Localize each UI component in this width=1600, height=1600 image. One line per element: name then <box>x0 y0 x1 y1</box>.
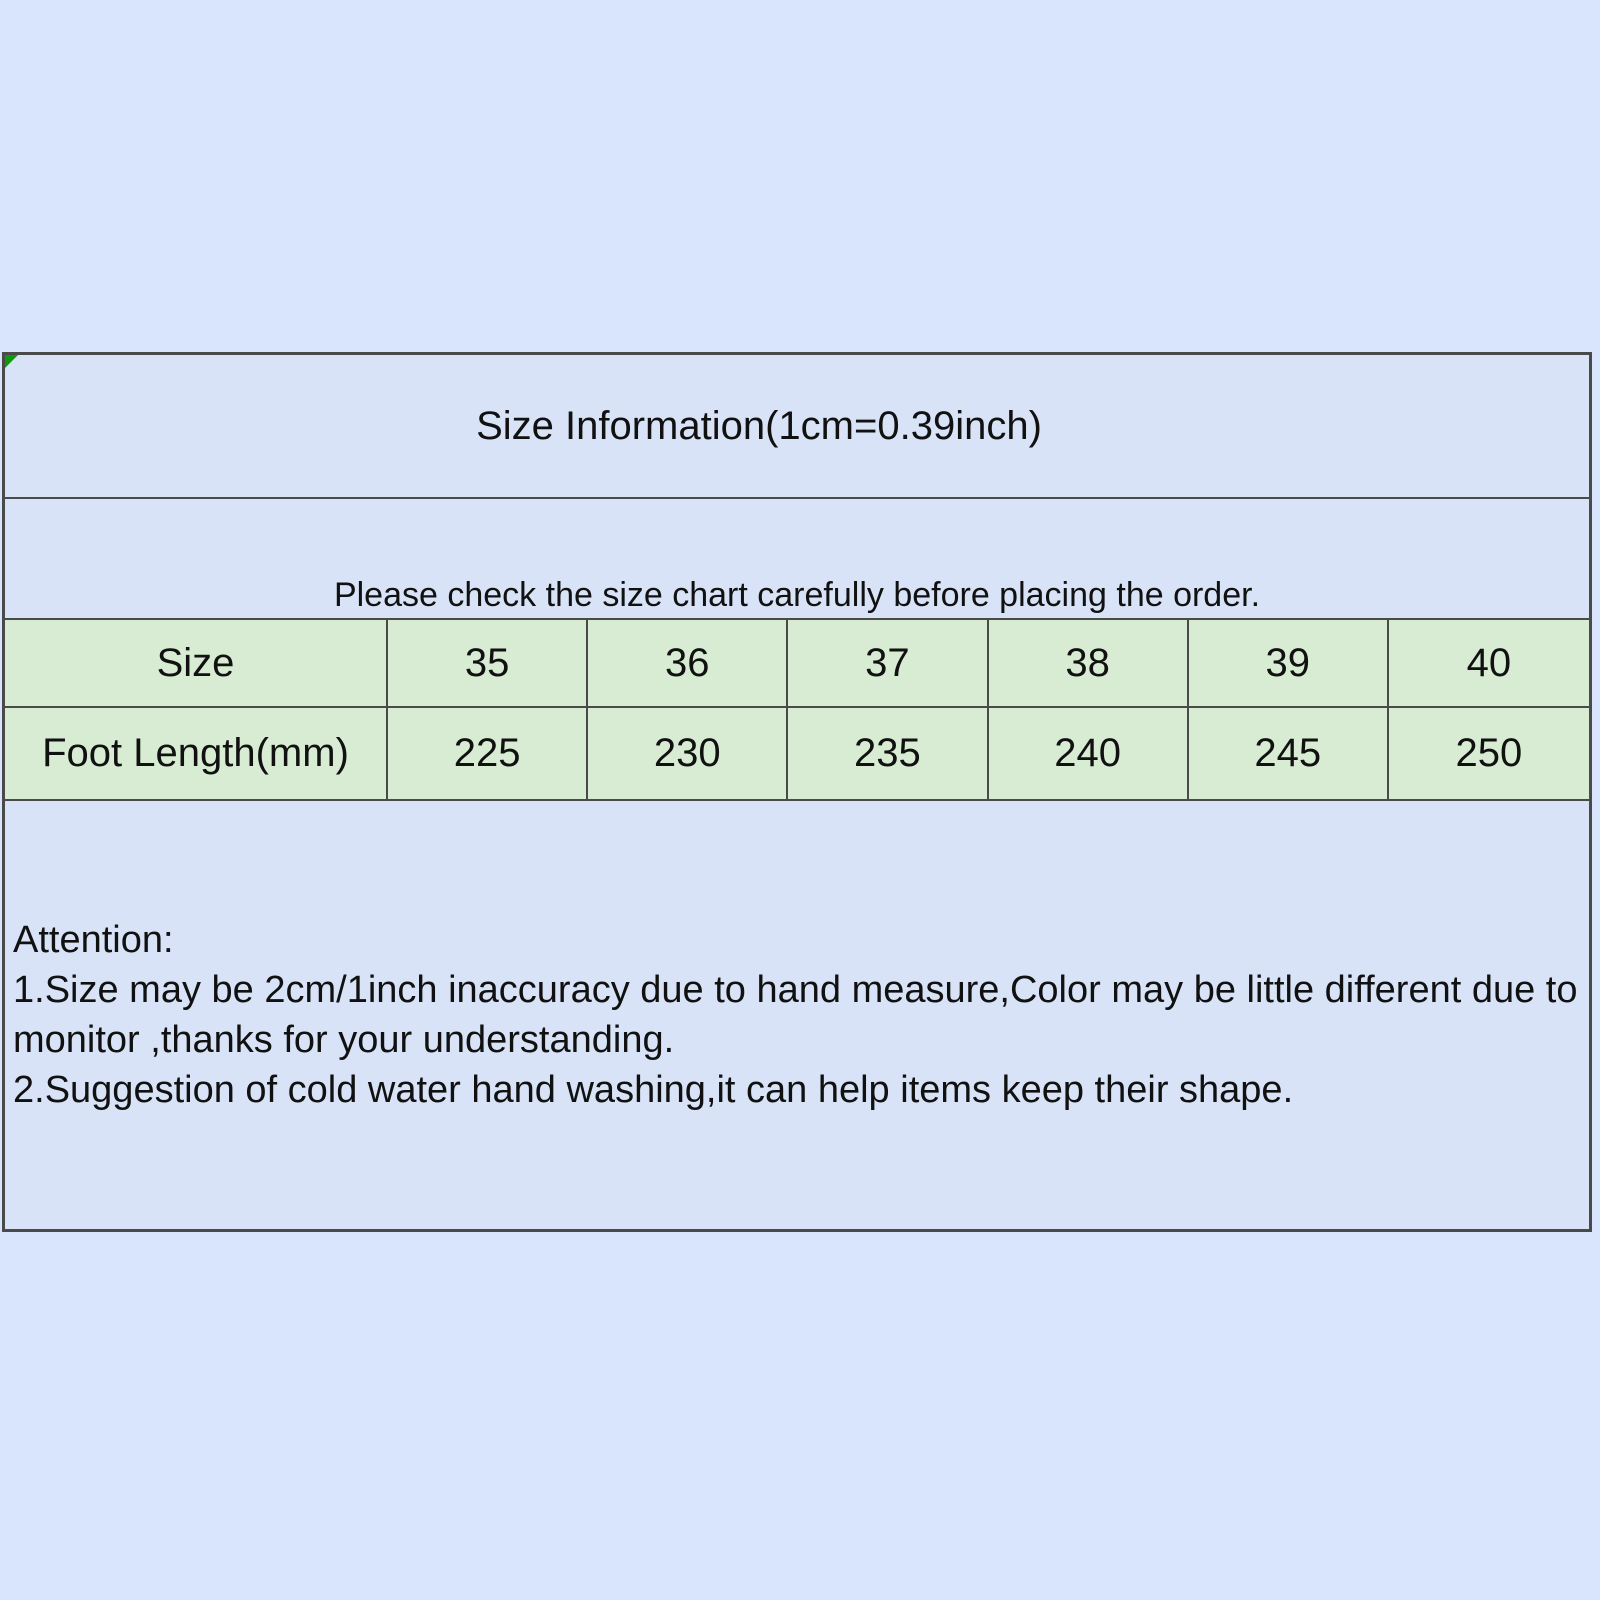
foot-length-value: 235 <box>788 708 989 799</box>
row-label-foot-length: Foot Length(mm) <box>5 708 388 799</box>
foot-length-value: 250 <box>1388 708 1589 799</box>
size-value: 40 <box>1388 620 1589 706</box>
attention-section: Attention: 1.Size may be 2cm/1inch inacc… <box>5 801 1589 1229</box>
attention-heading: Attention: <box>13 919 174 961</box>
table-title: Size Information(1cm=0.39inch) <box>476 403 1042 448</box>
attention-note-1: 1.Size may be 2cm/1inch inaccuracy due t… <box>13 969 1578 1061</box>
size-value: 39 <box>1188 620 1389 706</box>
foot-length-value: 230 <box>588 708 789 799</box>
table-subtitle-row: Please check the size chart carefully be… <box>5 499 1589 620</box>
size-value: 36 <box>588 620 789 706</box>
corner-marker-icon <box>5 355 18 368</box>
foot-length-row: Foot Length(mm) 225 230 235 240 245 250 <box>5 708 1589 801</box>
size-header-row: Size 35 36 37 38 39 40 <box>5 620 1589 708</box>
foot-length-value: 225 <box>388 708 589 799</box>
foot-length-value: 245 <box>1188 708 1389 799</box>
size-info-table: Size Information(1cm=0.39inch) Please ch… <box>2 352 1592 1232</box>
table-title-row: Size Information(1cm=0.39inch) <box>5 355 1589 499</box>
table-subtitle: Please check the size chart carefully be… <box>333 576 1261 614</box>
attention-note-2: 2.Suggestion of cold water hand washing,… <box>13 1069 1294 1111</box>
size-value: 35 <box>388 620 589 706</box>
size-value: 38 <box>988 620 1189 706</box>
foot-length-value: 240 <box>988 708 1189 799</box>
row-label-size: Size <box>5 620 388 706</box>
size-value: 37 <box>788 620 989 706</box>
